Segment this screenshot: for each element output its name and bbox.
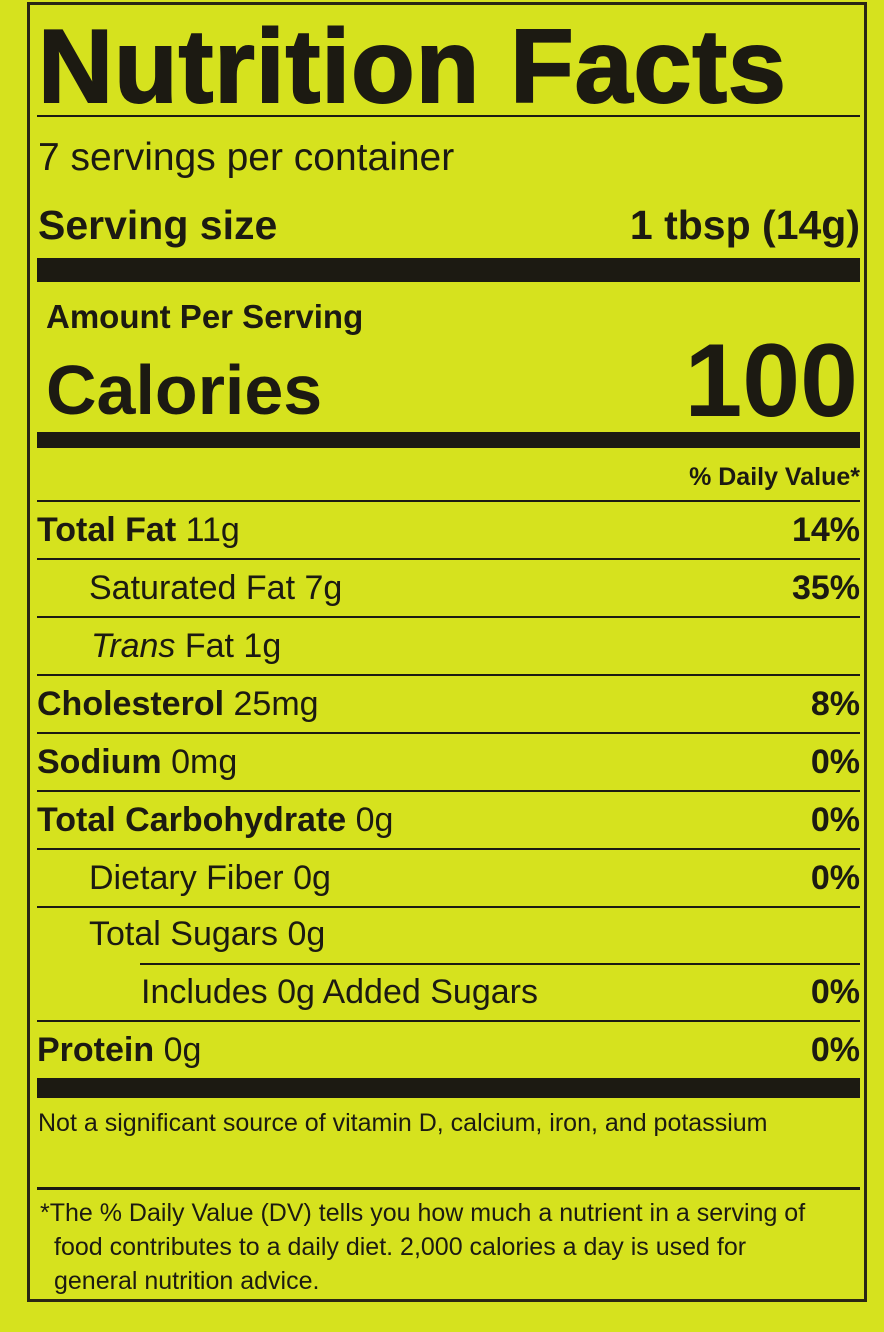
nutrient-row-total-carbohydrate: Total Carbohydrate 0g 0%	[37, 792, 860, 848]
divider	[37, 500, 860, 502]
divider	[37, 732, 860, 734]
nutrient-name: Saturated Fat	[89, 568, 296, 607]
nutrient-row-total-sugars: Total Sugars 0g	[37, 906, 860, 962]
nutrient-name: Total Carbohydrate	[37, 800, 347, 839]
nutrient-amount: 0g	[293, 858, 331, 897]
nutrient-amount: 0g	[163, 1030, 202, 1069]
nutrient-name: Total Sugars	[89, 914, 278, 953]
nutrient-dv: 0%	[810, 800, 860, 839]
servings-per-container: 7 servings per container	[38, 136, 455, 179]
amount-per-serving: Amount Per Serving	[46, 298, 364, 335]
nutrient-row-added-sugars: Includes 0g Added Sugars 0%	[37, 964, 860, 1020]
nutrient-amount: 25mg	[233, 684, 319, 723]
divider	[37, 790, 860, 792]
nutrient-name: Includes 0g Added Sugars	[141, 972, 538, 1011]
nutrient-row-dietary-fiber: Dietary Fiber 0g 0%	[37, 850, 860, 906]
divider	[37, 848, 860, 850]
calories-label: Calories	[46, 351, 323, 429]
divider	[37, 115, 860, 117]
thick-divider	[37, 432, 860, 448]
footnote-daily-value: *The % Daily Value (DV) tells you how mu…	[40, 1199, 806, 1295]
nutrient-row-trans-fat: Trans Fat 1g	[37, 618, 860, 674]
nutrient-row-cholesterol: Cholesterol 25mg 8%	[37, 676, 860, 732]
calories-value: 100	[684, 323, 858, 439]
daily-value-header: % Daily Value*	[689, 463, 860, 491]
nutrient-dv: 0%	[810, 742, 860, 781]
divider	[37, 674, 860, 676]
thick-divider	[37, 1078, 860, 1098]
nutrient-name: Trans	[91, 626, 176, 665]
nutrient-name: Protein	[37, 1030, 155, 1069]
label-title: Nutrition Facts	[37, 8, 787, 126]
nutrient-name: Total Fat	[37, 510, 177, 549]
nutrient-row-protein: Protein 0g 0%	[37, 1022, 860, 1078]
nutrient-amount: 0g	[287, 914, 326, 953]
divider	[140, 963, 860, 965]
nutrient-name: Dietary Fiber	[89, 858, 284, 897]
footnote-vitamins: Not a significant source of vitamin D, c…	[38, 1109, 768, 1137]
nutrient-amount: 1g	[243, 626, 282, 665]
nutrient-amount: 11g	[185, 510, 240, 549]
nutrient-amount: 0mg	[171, 742, 238, 781]
nutrient-name: Sodium	[37, 742, 162, 781]
nutrient-dv: 0%	[810, 858, 860, 897]
nutrient-dv: 14%	[791, 510, 860, 549]
divider	[37, 1020, 860, 1022]
nutrient-row-sodium: Sodium 0mg 0%	[37, 734, 860, 790]
nutrient-amount: 0g	[355, 800, 394, 839]
nutrient-name-rest: Fat	[184, 626, 234, 665]
divider	[37, 1187, 860, 1190]
divider	[37, 906, 860, 908]
nutrient-name: Cholesterol	[37, 684, 225, 723]
nutrient-row-saturated-fat: Saturated Fat 7g 35%	[37, 560, 860, 616]
nutrient-amount: 7g	[304, 568, 343, 607]
thick-divider	[37, 258, 860, 282]
serving-size-label: Serving size	[38, 202, 278, 248]
divider	[37, 616, 860, 618]
nutrient-dv: 35%	[791, 568, 860, 607]
nutrient-row-total-fat: Total Fat 11g 14%	[37, 502, 860, 558]
label-border	[27, 2, 867, 1302]
nutrient-dv: 8%	[810, 684, 860, 723]
serving-size-value: 1 tbsp (14g)	[629, 202, 860, 248]
divider	[37, 558, 860, 560]
nutrient-dv: 0%	[810, 972, 860, 1011]
nutrient-dv: 0%	[810, 1030, 860, 1069]
